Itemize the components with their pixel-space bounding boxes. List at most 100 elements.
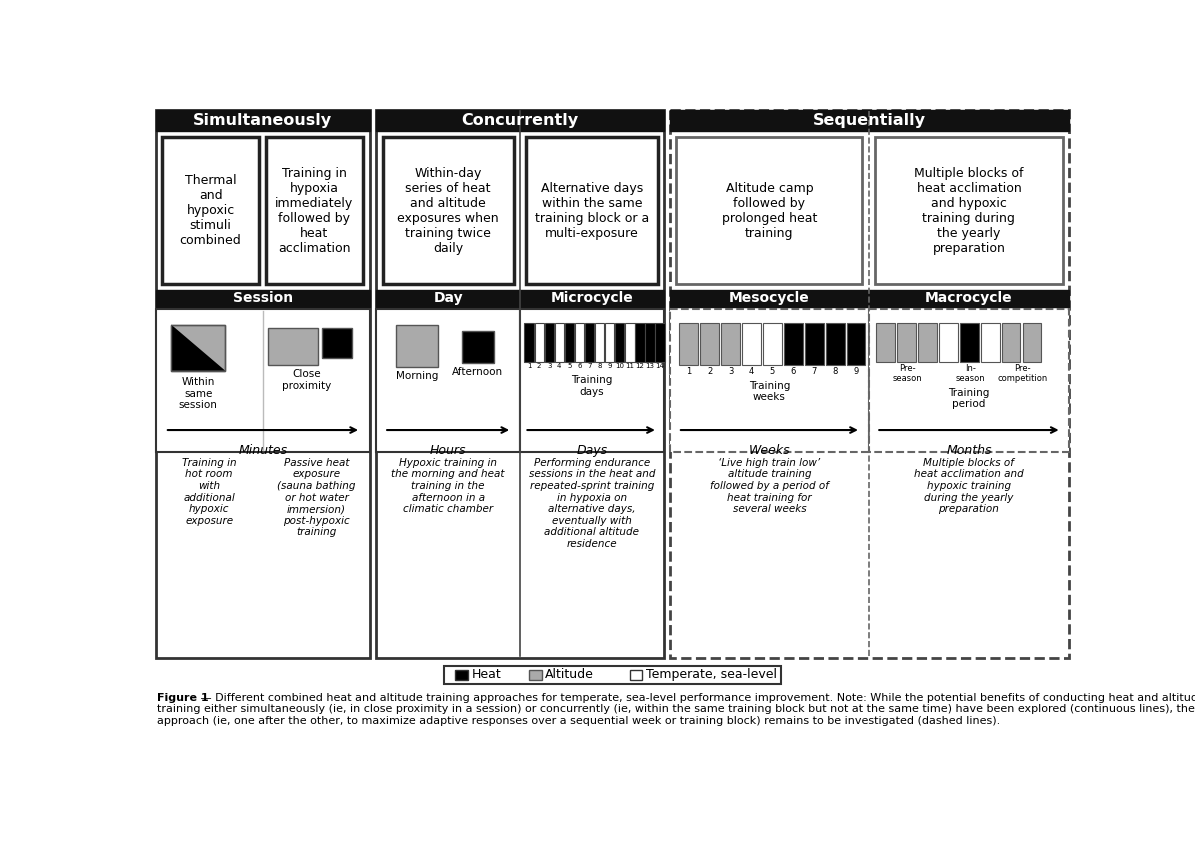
Text: 2: 2 xyxy=(707,367,712,376)
Text: 10: 10 xyxy=(615,363,624,369)
Text: 12: 12 xyxy=(636,363,644,369)
Bar xyxy=(584,323,594,362)
Bar xyxy=(534,323,544,362)
Text: Months: Months xyxy=(946,444,992,457)
Text: Hypoxic training in
the morning and heat
training in the
afternoon in a
climatic: Hypoxic training in the morning and heat… xyxy=(392,457,504,514)
Text: — Different combined heat and altitude training approaches for temperate, sea-le: — Different combined heat and altitude t… xyxy=(197,693,1195,702)
Bar xyxy=(443,665,782,684)
Text: 2: 2 xyxy=(537,363,541,369)
Text: 11: 11 xyxy=(625,363,635,369)
Text: Training in
hypoxia
immediately
followed by
heat
acclimation: Training in hypoxia immediately followed… xyxy=(275,167,354,255)
Text: Microcycle: Microcycle xyxy=(551,292,633,306)
Bar xyxy=(918,323,937,362)
Bar xyxy=(605,323,614,362)
Bar xyxy=(455,670,468,680)
Text: Minutes: Minutes xyxy=(238,444,288,457)
Text: approach (ie, one after the other, to maximize adaptive responses over a sequent: approach (ie, one after the other, to ma… xyxy=(157,715,1000,726)
Bar xyxy=(525,323,534,362)
Text: Macrocycle: Macrocycle xyxy=(925,292,1012,306)
Bar xyxy=(268,329,318,365)
Bar xyxy=(545,323,554,362)
Bar xyxy=(826,323,845,365)
Bar xyxy=(700,323,719,365)
Text: Pre-
season: Pre- season xyxy=(893,364,923,383)
Text: training either simultaneously (ie, in close proximity in a session) or concurre: training either simultaneously (ie, in c… xyxy=(157,704,1195,715)
Text: Alternative days
within the same
training block or a
multi-exposure: Alternative days within the same trainin… xyxy=(535,181,649,240)
Polygon shape xyxy=(171,324,226,371)
Text: 7: 7 xyxy=(811,367,817,376)
Bar xyxy=(625,323,635,362)
Bar xyxy=(670,290,869,307)
Bar xyxy=(265,137,363,284)
Bar xyxy=(876,323,895,362)
Bar xyxy=(529,670,541,680)
Text: Within-day
series of heat
and altitude
exposures when
training twice
daily: Within-day series of heat and altitude e… xyxy=(397,167,500,255)
Text: 3: 3 xyxy=(728,367,734,376)
Bar xyxy=(676,137,863,284)
Bar xyxy=(376,110,664,131)
Text: Close
proximity: Close proximity xyxy=(282,369,331,391)
Text: 13: 13 xyxy=(645,363,655,369)
Bar xyxy=(670,110,1070,131)
Text: 5: 5 xyxy=(568,363,571,369)
Bar xyxy=(323,329,351,357)
Text: Within
same
session: Within same session xyxy=(179,377,217,410)
Text: 4: 4 xyxy=(749,367,754,376)
Bar xyxy=(575,323,584,362)
Bar xyxy=(155,290,370,307)
Bar xyxy=(155,309,370,451)
Bar xyxy=(1001,323,1021,362)
Text: Afternoon: Afternoon xyxy=(453,367,503,377)
Bar xyxy=(376,110,664,658)
Text: 14: 14 xyxy=(656,363,664,369)
Text: Concurrently: Concurrently xyxy=(461,113,578,128)
Text: Weeks: Weeks xyxy=(748,444,790,457)
Bar xyxy=(630,670,642,680)
Text: Mesocycle: Mesocycle xyxy=(729,292,810,306)
Text: 1: 1 xyxy=(686,367,692,376)
Bar xyxy=(161,137,259,284)
Bar xyxy=(171,324,226,371)
Text: Training
weeks: Training weeks xyxy=(749,381,790,402)
Text: 4: 4 xyxy=(557,363,562,369)
Bar xyxy=(670,110,1070,658)
Bar xyxy=(396,324,439,367)
Text: 5: 5 xyxy=(770,367,776,376)
Bar xyxy=(595,323,605,362)
Bar xyxy=(764,323,782,365)
Bar xyxy=(615,323,625,362)
Text: 9: 9 xyxy=(607,363,612,369)
Bar xyxy=(670,309,869,451)
Text: Session: Session xyxy=(233,292,293,306)
Bar xyxy=(680,323,698,365)
Bar xyxy=(960,323,979,362)
Text: Day: Day xyxy=(434,292,462,306)
Bar xyxy=(805,323,823,365)
Text: Heat: Heat xyxy=(472,669,502,682)
Text: Training
days: Training days xyxy=(571,375,613,397)
Text: 7: 7 xyxy=(587,363,592,369)
Text: ‘Live high train low’
altitude training
followed by a period of
heat training fo: ‘Live high train low’ altitude training … xyxy=(710,457,829,514)
Text: 6: 6 xyxy=(791,367,796,376)
Bar xyxy=(722,323,740,365)
Text: 9: 9 xyxy=(853,367,859,376)
Bar xyxy=(461,331,495,363)
Bar xyxy=(382,137,514,284)
Text: Thermal
and
hypoxic
stimuli
combined: Thermal and hypoxic stimuli combined xyxy=(179,174,241,247)
Text: 1: 1 xyxy=(527,363,532,369)
Bar xyxy=(1023,323,1041,362)
Text: Pre-
competition: Pre- competition xyxy=(998,364,1048,383)
Text: In-
season: In- season xyxy=(956,364,986,383)
Text: Morning: Morning xyxy=(396,371,437,381)
Text: 3: 3 xyxy=(547,363,552,369)
Bar xyxy=(869,290,1070,307)
Bar xyxy=(847,323,865,365)
Text: Training in
hot room
with
additional
hypoxic
exposure: Training in hot room with additional hyp… xyxy=(182,457,237,526)
Bar xyxy=(645,323,655,362)
Text: Temperate, sea-level: Temperate, sea-level xyxy=(646,669,777,682)
Bar xyxy=(155,110,370,658)
Text: Passive heat
exposure
(sauna bathing
or hot water
immersion)
post-hypoxic
traini: Passive heat exposure (sauna bathing or … xyxy=(277,457,356,538)
Bar xyxy=(939,323,957,362)
Text: Multiple blocks of
heat acclimation
and hypoxic
training during
the yearly
prepa: Multiple blocks of heat acclimation and … xyxy=(914,167,1024,255)
Text: Sequentially: Sequentially xyxy=(814,113,926,128)
